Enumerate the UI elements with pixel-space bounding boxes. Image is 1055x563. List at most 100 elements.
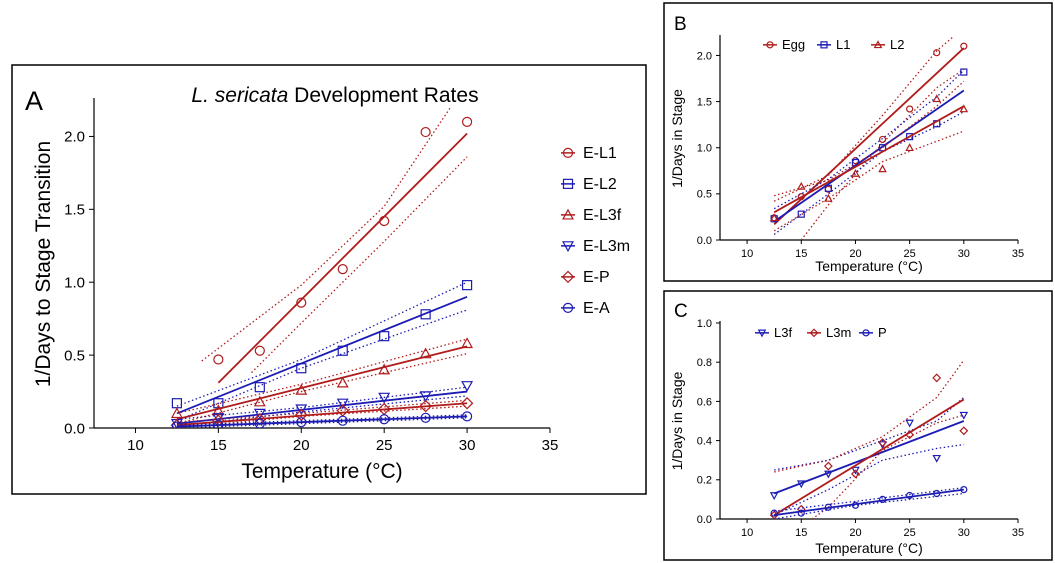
panel-b-series-l2-point — [878, 164, 887, 173]
panel-b-y-tick-label: 1.0 — [697, 143, 712, 155]
panel-c-x-tick-label: 20 — [849, 527, 861, 539]
panel-b-series-egg-point — [933, 49, 941, 57]
panel-a-series-e-l3f-point — [461, 337, 474, 349]
panel-a-series-e-a-point — [171, 421, 183, 428]
panel-b-y-tick-label: 0.0 — [697, 235, 712, 247]
panel-a-legend-item-e-l3f-label: E-L3f — [583, 207, 622, 224]
panel-a-series-e-l3m-point — [253, 408, 266, 420]
panel-b-series-l1-fit-line — [773, 89, 965, 223]
panel-b-series-egg-point — [906, 105, 914, 113]
panel-a-series-e-l1-point — [379, 215, 390, 227]
panel-b-legend-item-l1-label: L1 — [836, 37, 850, 52]
panel-b-x-tick-label: 15 — [795, 248, 807, 260]
panel-b-x-tick-label: 30 — [958, 248, 970, 260]
panel-a-series-e-l3f-point — [378, 363, 391, 375]
panel-c-y-tick-label: 0.6 — [697, 396, 712, 408]
panel-b-y-tick-label: 0.5 — [697, 189, 712, 201]
panel-c-series-l3m-point — [905, 430, 915, 440]
panel-c-y-tick-label: 0.0 — [697, 514, 712, 526]
panel-b-letter: B — [674, 14, 687, 35]
panel-a-x-tick-label: 15 — [210, 437, 227, 454]
panel-c-series-p-point — [851, 501, 860, 509]
panel-a-series-e-l3f-point — [336, 376, 349, 388]
panel-c-frame — [663, 290, 1053, 561]
panel-b-legend-item-l2: L2 — [871, 37, 904, 52]
panel-a-frame — [11, 64, 647, 495]
panel-a-x-tick-label: 25 — [376, 437, 393, 454]
panel-a-x-axis-label: Temperature (°C) — [241, 460, 402, 483]
panel-a-title-italic: L. sericata — [191, 84, 288, 107]
panel-a-series-e-l3m-point — [378, 392, 391, 404]
panel-a-legend-item-e-p: E-P — [561, 269, 610, 286]
panel-c: C 10 15 20 25 30 35 0.0 0.2 0.4 0.6 0.8 1.0 Temperat… — [663, 290, 1053, 561]
panel-c-series-l3f-point — [932, 454, 942, 463]
panel-b-series-l2-fit-line — [773, 105, 965, 214]
panel-a-series-e-p-fit-line — [176, 402, 468, 426]
panel-a-series-e-l2-point — [213, 398, 224, 409]
panel-c-legend-item-l3f-label: L3f — [774, 325, 792, 340]
panel-a-series-e-l1-point — [461, 116, 473, 127]
panel-a-x-tick-label: 10 — [127, 437, 144, 454]
panel-b-series-l2-point — [905, 143, 914, 152]
panel-b-series-l2-point — [932, 94, 942, 103]
panel-a-series-e-a-point — [420, 412, 431, 423]
panel-c-series-l3m-point — [851, 469, 860, 479]
panel-a-series-e-l1-point — [254, 345, 265, 356]
panel-a-legend-item-e-a-label: E-A — [583, 300, 610, 317]
panel-a-series-e-l1-point — [213, 354, 224, 365]
panel-a-series-e-l2-fit-line — [176, 295, 468, 415]
panel-c-series-l3f-point — [905, 419, 914, 428]
panel-a-series-e-l3f-fit-line — [176, 345, 468, 421]
panel-c-series-p-point — [933, 489, 941, 498]
panel-a-series-e-l1-ci-lower — [251, 156, 468, 374]
panel-c-legend-item-l3m-label: L3m — [826, 325, 851, 340]
panel-c-series-p-point — [906, 491, 914, 500]
panel-a-series-e-p-ci-upper — [176, 399, 468, 423]
panel-a-series-e-p-point — [419, 399, 432, 413]
panel-a-series-e-a-fit-line — [176, 415, 468, 428]
panel-b-series-l2-point — [959, 104, 969, 113]
panel-a-series-e-a-ci-lower — [176, 417, 468, 428]
panel-a-series-e-a-point — [379, 414, 390, 425]
panel-b-series-l1 — [770, 68, 968, 235]
panel-a-letter: A — [25, 86, 43, 116]
panel-b-series-egg-fit-line — [773, 47, 965, 225]
panel-b-series-l2-point — [796, 181, 806, 190]
panel-a-series-e-a-point — [296, 417, 307, 428]
panel-a-series-e-a — [171, 411, 473, 428]
panel-c-legend-item-l3f: L3f — [755, 325, 792, 340]
panel-a-legend-item-e-l1: E-L1 — [561, 145, 617, 162]
panel-a-series-e-l3m-point — [336, 398, 349, 410]
panel-b-series-l2-point — [851, 169, 860, 177]
panel-a-y-tick-label: 1.5 — [64, 202, 85, 219]
panel-a-legend-item-e-p-marker — [561, 270, 575, 284]
panel-a-series-e-l2-point — [461, 280, 473, 291]
panel-c-series-l3m-fit-line — [773, 398, 965, 516]
panel-c-plot-area — [769, 359, 969, 519]
panel-b-series-l1-ci-upper — [773, 69, 965, 210]
panel-a-series-e-l2-point — [420, 309, 431, 320]
panel-b-x-tick-label: 35 — [1012, 248, 1024, 260]
panel-c-x-tick-label: 10 — [741, 527, 753, 539]
panel-c-series-p-point — [878, 495, 887, 503]
panel-b-series-egg — [770, 36, 968, 240]
panel-a-legend-item-e-l2: E-L2 — [561, 176, 617, 193]
panel-b-series-l2 — [769, 80, 969, 232]
panel-a-series-e-l2-point — [254, 382, 265, 393]
panel-c-series-l3m — [769, 359, 969, 519]
panel-b-frame — [663, 2, 1053, 282]
panel-a-series-e-l1-ci-upper — [201, 106, 452, 362]
panel-a-legend-item-e-l3f: E-L3f — [561, 207, 622, 224]
panel-c-series-p-point — [960, 486, 968, 494]
panel-b-legend: Egg L1 L2 — [763, 37, 904, 52]
panel-a-series-e-l3m-ci-lower — [176, 395, 468, 428]
panel-a-series-e-l2-point — [379, 331, 390, 342]
panel-a-series-e-l2 — [171, 280, 473, 422]
panel-a-x-tick-label: 30 — [459, 437, 476, 454]
panel-a-y-tick-label: 1.0 — [64, 274, 85, 291]
panel-a-legend: E-L1 E-L2 E-L3f E-L3m E-P E-A — [561, 145, 630, 317]
panel-a-series-e-p-point — [253, 413, 267, 426]
panel-c-series-l3m-ci-upper — [774, 359, 965, 473]
panel-a-series-e-a-point — [461, 411, 473, 422]
panel-a-y-tick-label: 0.5 — [64, 347, 85, 364]
